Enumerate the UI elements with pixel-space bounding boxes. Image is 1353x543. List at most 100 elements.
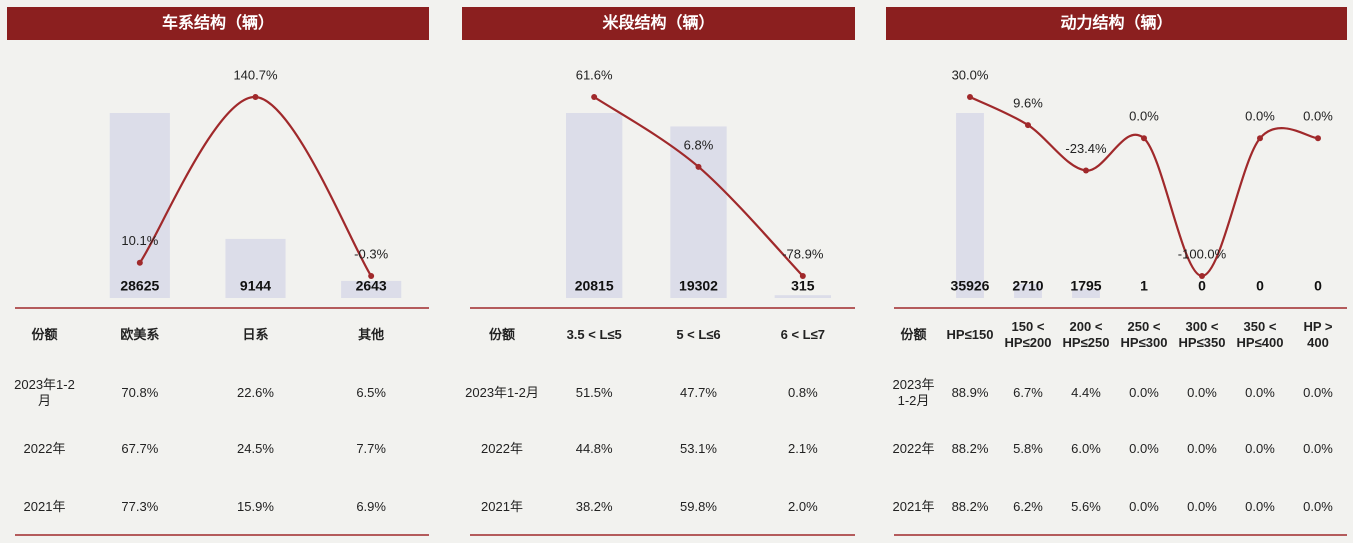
row-label: 2023年1-2月	[465, 385, 539, 400]
table-cell: 5.8%	[1013, 441, 1043, 456]
table-header: 3.5 < L≤5	[566, 327, 622, 342]
growth-point	[368, 273, 375, 279]
growth-label: 0.0%	[1129, 109, 1159, 124]
title-bar	[462, 7, 855, 40]
table-cell: 6.7%	[1013, 385, 1043, 400]
table-header: 300 < HP≤350	[1178, 319, 1226, 350]
table-cell: 0.0%	[1245, 441, 1275, 456]
table-cell: 88.2%	[951, 499, 989, 514]
table-header: 欧美系	[120, 327, 160, 342]
table-corner: 份额	[31, 327, 58, 342]
table-cell: 88.9%	[951, 385, 989, 400]
growth-point	[252, 94, 259, 100]
bar	[1014, 284, 1042, 298]
table-corner: 份额	[900, 327, 927, 342]
table-cell: 0.0%	[1245, 385, 1275, 400]
row-label: 2021年	[481, 499, 523, 514]
growth-point	[1199, 273, 1205, 279]
panel-title: 动力结构（辆）	[1060, 13, 1172, 32]
growth-point	[136, 259, 143, 266]
table-header: 250 < HP≤300	[1120, 319, 1168, 350]
table-cell: 47.7%	[680, 385, 717, 400]
growth-label: -23.4%	[1065, 141, 1107, 156]
table-cell: 4.4%	[1071, 385, 1101, 400]
bar-value-label: 28625	[120, 278, 159, 294]
bar	[670, 126, 727, 299]
table-header: 其他	[358, 327, 385, 342]
table-cell: 7.7%	[356, 441, 386, 456]
table-header: HP > 400	[1303, 319, 1333, 350]
table-cell: 0.0%	[1245, 499, 1275, 514]
table-cell: 6.2%	[1013, 499, 1043, 514]
table-header: 6 < L≤7	[780, 327, 825, 342]
table-cell: 0.0%	[1303, 499, 1333, 514]
table-cell: 2.0%	[788, 499, 818, 514]
table-cell: 38.2%	[575, 499, 613, 514]
bar	[341, 280, 402, 298]
bar	[774, 295, 832, 298]
bar-value-label: 0	[1256, 278, 1264, 294]
table-cell: 0.0%	[1187, 441, 1217, 456]
table-cell: 53.1%	[680, 441, 717, 456]
growth-line	[969, 96, 1319, 278]
bar	[225, 238, 286, 298]
bar-value-label: 1	[1140, 278, 1148, 294]
table-cell: 0.0%	[1129, 441, 1159, 456]
bar	[565, 113, 623, 298]
table-cell: 88.2%	[951, 441, 989, 456]
growth-point	[1083, 167, 1089, 174]
growth-label: 0.0%	[1245, 109, 1275, 124]
table-header: 150 < HP≤200	[1004, 319, 1052, 350]
growth-point	[967, 94, 973, 100]
row-label: 2022年	[892, 441, 935, 456]
table-cell: 67.7%	[121, 441, 159, 456]
table-cell: 2.1%	[788, 441, 818, 456]
table-cell: 44.8%	[575, 441, 613, 456]
row-label: 2023年1-2月	[892, 377, 935, 408]
table-cell: 0.0%	[1187, 385, 1217, 400]
growth-label: 10.1%	[121, 233, 158, 248]
table-cell: 15.9%	[237, 499, 274, 514]
table-cell: 59.8%	[680, 499, 717, 514]
growth-label: -100.0%	[1178, 246, 1227, 261]
table-cell: 51.5%	[575, 385, 613, 400]
bar-value-label: 19302	[679, 278, 718, 294]
growth-label: 30.0%	[952, 67, 989, 82]
growth-label: -0.3%	[354, 246, 388, 261]
bar	[109, 113, 170, 298]
table-header: 5 < L≤6	[676, 327, 721, 342]
table-cell: 70.8%	[121, 385, 159, 400]
table-cell: 5.6%	[1071, 499, 1101, 514]
table-cell: 6.9%	[356, 499, 386, 514]
bar-value-label: 1795	[1070, 278, 1101, 294]
row-label: 2022年	[23, 441, 66, 456]
bar-value-label: 20815	[575, 278, 614, 294]
table-cell: 77.3%	[121, 499, 159, 514]
growth-point	[1141, 135, 1147, 142]
row-label: 2023年1-2月	[14, 377, 75, 408]
growth-point	[1257, 135, 1263, 142]
growth-point	[591, 94, 598, 100]
table-cell: 6.5%	[356, 385, 386, 400]
bar-value-label: 315	[791, 278, 815, 294]
table-cell: 0.0%	[1303, 385, 1333, 400]
title-bar	[7, 7, 429, 40]
table-cell: 0.8%	[788, 385, 818, 400]
table-header: 350 < HP≤400	[1236, 319, 1284, 350]
table-cell: 6.0%	[1071, 441, 1101, 456]
bar-value-label: 35926	[951, 278, 990, 294]
bar-value-label: 2643	[356, 278, 387, 294]
table-cell: 0.0%	[1303, 441, 1333, 456]
growth-point	[799, 273, 806, 279]
table-cell: 0.0%	[1187, 499, 1217, 514]
row-label: 2021年	[23, 499, 66, 514]
growth-label: 9.6%	[1013, 96, 1043, 111]
row-label: 2021年	[892, 499, 935, 514]
bar	[956, 113, 984, 298]
growth-label: 0.0%	[1303, 109, 1333, 124]
bar-value-label: 0	[1314, 278, 1322, 294]
table-header: 200 < HP≤250	[1062, 319, 1110, 350]
growth-point	[1025, 122, 1031, 129]
